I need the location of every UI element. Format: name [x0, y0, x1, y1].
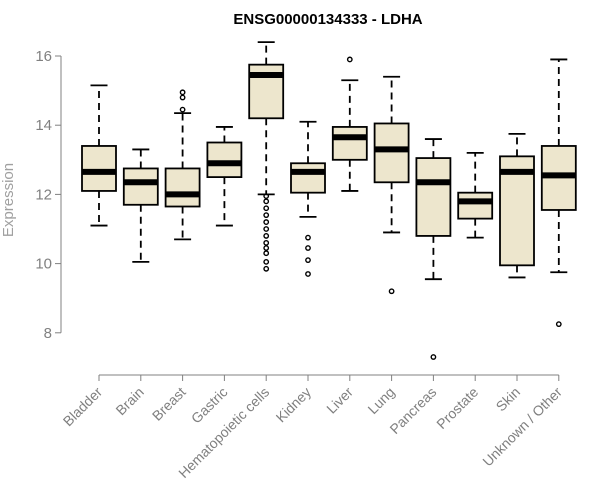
x-tick-label: Prostate: [433, 384, 481, 432]
box-group: [331, 56, 368, 192]
outlier-point: [263, 193, 270, 200]
box-group: [81, 84, 117, 227]
box-group: [499, 132, 535, 279]
box: [415, 157, 452, 237]
outlier-point: [263, 250, 270, 257]
outlier-point: [388, 288, 395, 295]
outlier-point: [263, 265, 270, 272]
box-group: [248, 41, 285, 272]
x-tick-label: Unknown / Other: [479, 384, 565, 470]
outlier-point: [263, 245, 270, 251]
y-axis-label: Expression: [0, 163, 17, 237]
box: [373, 122, 410, 184]
outlier-point: [555, 321, 562, 328]
outlier-point: [263, 239, 270, 246]
outlier-point: [263, 258, 270, 265]
outlier-point: [263, 198, 270, 205]
outlier-point: [430, 354, 437, 360]
x-tick-label: Liver: [323, 384, 356, 417]
outlier-point: [305, 234, 311, 241]
x-tick-label: Breast: [149, 384, 189, 424]
outlier-point: [346, 56, 353, 63]
box: [122, 167, 159, 206]
x-tick-label: Lung: [364, 384, 397, 417]
x-tick-label: Kidney: [273, 384, 315, 426]
y-tick-label: 12: [35, 186, 52, 203]
x-tick-label: Brain: [112, 384, 146, 418]
x-tick-label: Skin: [493, 384, 524, 415]
y-tick-label: 16: [35, 48, 52, 65]
y-tick-label: 8: [44, 325, 52, 342]
y-tick-label: 10: [35, 256, 52, 273]
box-group: [457, 151, 494, 239]
outlier-point: [179, 106, 186, 113]
box-group: [540, 58, 577, 328]
box-group: [373, 75, 410, 295]
outlier-point: [263, 233, 270, 239]
outlier-point: [305, 257, 311, 264]
x-tick-label: Bladder: [60, 384, 106, 430]
box: [164, 167, 201, 208]
box-group: [206, 126, 243, 227]
outlier-point: [305, 271, 311, 277]
box: [457, 191, 494, 220]
box: [331, 126, 368, 161]
box: [81, 145, 117, 192]
box-group: [290, 120, 326, 277]
box: [206, 141, 243, 178]
outlier-point: [179, 89, 186, 96]
outlier-point: [263, 205, 270, 212]
y-tick-label: 14: [35, 117, 52, 134]
box: [290, 162, 326, 194]
chart-title: ENSG00000134333 - LDHA: [233, 11, 422, 28]
box-group: [415, 138, 452, 360]
outlier-point: [263, 212, 270, 219]
y-axis: 8 10 12 14 16: [35, 48, 62, 342]
outlier-point: [263, 219, 270, 225]
outlier-point: [263, 226, 270, 232]
box-series: [81, 41, 577, 360]
outlier-point: [305, 245, 311, 251]
outlier-point: [179, 94, 186, 101]
box-group: [164, 89, 201, 241]
box-group: [122, 148, 159, 263]
